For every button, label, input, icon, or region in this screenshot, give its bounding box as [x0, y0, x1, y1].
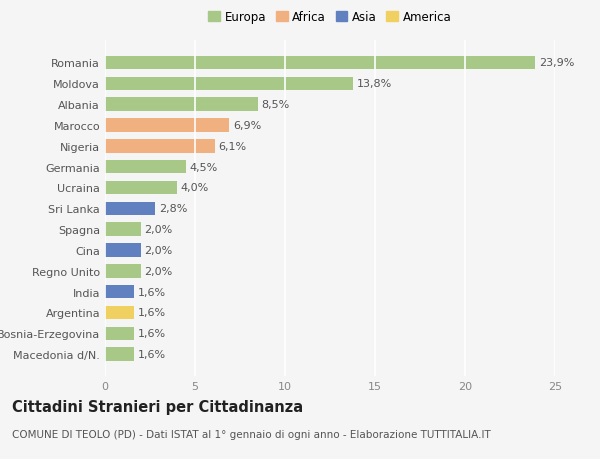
Bar [105, 119, 229, 133]
Text: 4,0%: 4,0% [181, 183, 209, 193]
Bar [105, 244, 141, 257]
Bar [105, 327, 134, 341]
Text: 2,0%: 2,0% [145, 224, 173, 235]
Bar [105, 56, 535, 70]
Text: COMUNE DI TEOLO (PD) - Dati ISTAT al 1° gennaio di ogni anno - Elaborazione TUTT: COMUNE DI TEOLO (PD) - Dati ISTAT al 1° … [12, 429, 491, 439]
Text: 6,1%: 6,1% [218, 141, 247, 151]
Bar [105, 223, 141, 236]
Bar [105, 98, 258, 112]
Text: 4,5%: 4,5% [190, 162, 218, 172]
Bar [105, 347, 134, 361]
Text: 6,9%: 6,9% [233, 121, 261, 131]
Bar [105, 264, 141, 278]
Text: 23,9%: 23,9% [539, 58, 574, 68]
Bar [105, 181, 177, 195]
Text: 1,6%: 1,6% [137, 329, 166, 339]
Text: 2,8%: 2,8% [159, 204, 187, 214]
Text: 8,5%: 8,5% [262, 100, 290, 110]
Text: 13,8%: 13,8% [357, 79, 392, 89]
Bar [105, 77, 353, 91]
Bar [105, 140, 215, 153]
Bar [105, 285, 134, 299]
Bar [105, 161, 186, 174]
Legend: Europa, Africa, Asia, America: Europa, Africa, Asia, America [203, 6, 457, 29]
Text: 1,6%: 1,6% [137, 308, 166, 318]
Text: 1,6%: 1,6% [137, 287, 166, 297]
Bar [105, 306, 134, 319]
Text: 1,6%: 1,6% [137, 349, 166, 359]
Text: 2,0%: 2,0% [145, 266, 173, 276]
Text: 2,0%: 2,0% [145, 246, 173, 255]
Bar [105, 202, 155, 216]
Text: Cittadini Stranieri per Cittadinanza: Cittadini Stranieri per Cittadinanza [12, 399, 303, 414]
